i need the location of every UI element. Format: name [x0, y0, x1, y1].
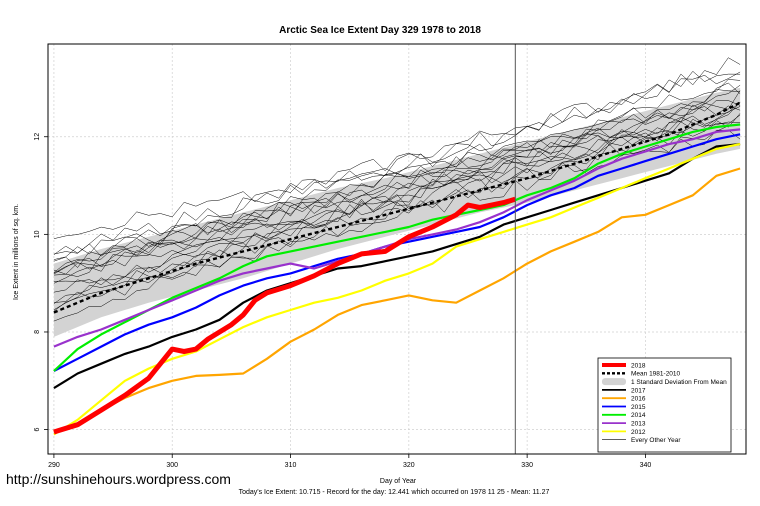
year-line: [53, 70, 741, 255]
y-tick-label: 12: [34, 133, 41, 141]
y-tick-label: 8: [34, 330, 41, 334]
series-mean-1981-2010: [53, 101, 741, 314]
year-line: [53, 90, 741, 304]
year-line: [53, 79, 741, 275]
x-tick-label: 320: [403, 462, 415, 469]
plot-frame: [47, 43, 747, 455]
legend-label: 2014: [631, 412, 646, 419]
series-2012: [53, 143, 741, 436]
series-2014: [53, 123, 741, 372]
y-axis-label: Ice Extent in millions of sq. km.: [13, 204, 20, 300]
legend-label: 1 Standard Deviation From Mean: [631, 379, 727, 386]
every-other-year-lines: [53, 57, 741, 322]
series-lines: [53, 101, 741, 436]
x-tick-label: 290: [48, 462, 60, 469]
year-line: [53, 100, 741, 268]
year-line: [53, 114, 741, 257]
legend-label: 2013: [631, 421, 646, 428]
y-tick-label: 6: [34, 428, 41, 432]
year-line: [53, 102, 741, 322]
year-line: [53, 101, 741, 286]
y-axis-ticks: 6 8 10 12: [34, 133, 48, 432]
footer-text: Today's Ice Extent: 10.715 - Record for …: [239, 489, 550, 496]
legend-box: [597, 357, 732, 453]
x-tick-label: 340: [640, 462, 652, 469]
year-line: [53, 106, 741, 239]
legend-label: 2017: [631, 387, 646, 394]
series-2016: [53, 167, 741, 434]
year-line: [53, 105, 741, 293]
year-line: [53, 129, 741, 274]
legend-label: 2016: [631, 396, 646, 403]
legend-label: 2012: [631, 429, 646, 436]
chart-title: Arctic Sea Ice Extent Day 329 1978 to 20…: [279, 25, 481, 36]
legend-swatch-band: [602, 378, 626, 386]
year-line: [53, 82, 741, 273]
x-axis-label: Day of Year: [380, 478, 417, 485]
x-tick-label: 330: [521, 462, 533, 469]
x-axis-ticks: 290 300 310 320 330 340: [48, 454, 651, 469]
year-line: [53, 118, 741, 276]
legend-label: 2018: [631, 362, 646, 369]
x-tick-label: 310: [285, 462, 297, 469]
legend-label: 2015: [631, 404, 646, 411]
legend-label: Every Other Year: [631, 437, 681, 444]
series-2018: [53, 196, 516, 435]
source-watermark: http://sunshinehours.wordpress.com: [6, 471, 231, 487]
year-line: [53, 124, 741, 312]
year-line: [53, 71, 741, 260]
legend-label: Mean 1981-2010: [631, 371, 681, 378]
y-tick-label: 10: [34, 230, 41, 238]
x-tick-label: 300: [166, 462, 178, 469]
